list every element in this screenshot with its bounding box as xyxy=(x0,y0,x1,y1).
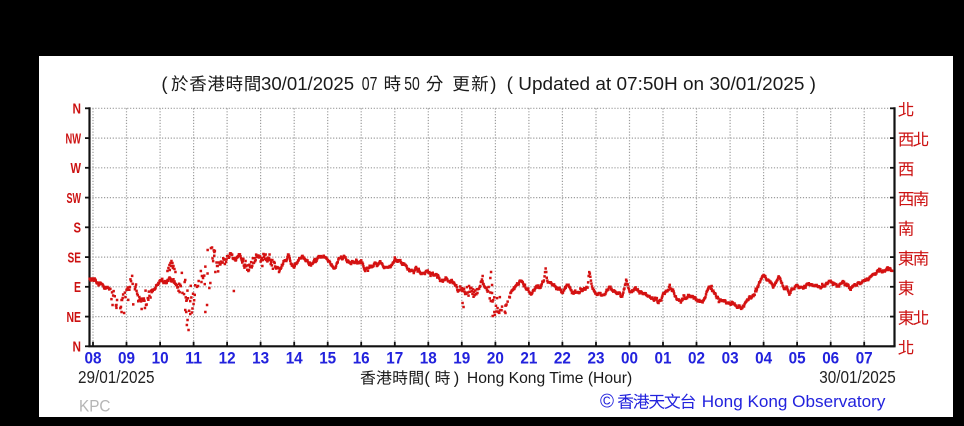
svg-text:05: 05 xyxy=(789,349,806,368)
svg-text:(: ( xyxy=(424,370,430,388)
svg-text:KPC: KPC xyxy=(79,398,111,416)
svg-text:17: 17 xyxy=(386,349,403,368)
svg-text:30/01/2025: 30/01/2025 xyxy=(261,73,354,94)
svg-text:N: N xyxy=(73,101,82,118)
svg-text:10: 10 xyxy=(152,349,169,368)
svg-text:S: S xyxy=(74,220,82,237)
svg-text:): ) xyxy=(490,73,496,94)
svg-text:E: E xyxy=(74,279,81,296)
svg-text:SW: SW xyxy=(67,190,82,207)
svg-text:07: 07 xyxy=(856,349,873,368)
svg-text:22: 22 xyxy=(554,349,571,368)
svg-text:W: W xyxy=(71,160,82,177)
svg-text:Hong Kong Time (Hour): Hong Kong Time (Hour) xyxy=(467,370,632,387)
svg-text:09: 09 xyxy=(118,349,135,368)
svg-text:03: 03 xyxy=(722,349,739,368)
svg-text:13: 13 xyxy=(252,349,269,368)
svg-text:07: 07 xyxy=(362,73,378,94)
svg-text:50: 50 xyxy=(404,73,420,94)
svg-text:20: 20 xyxy=(487,349,504,368)
svg-text:23: 23 xyxy=(588,349,605,368)
svg-text:( Updated at 07:50H on 30/01/2: ( Updated at 07:50H on 30/01/2025 ) xyxy=(507,73,816,94)
svg-text:©: © xyxy=(600,392,614,413)
svg-text:01: 01 xyxy=(655,349,672,368)
svg-text:08: 08 xyxy=(85,349,102,368)
svg-text:12: 12 xyxy=(219,349,236,368)
svg-text:): ) xyxy=(454,370,460,388)
svg-text:SE: SE xyxy=(68,249,82,266)
svg-text:NW: NW xyxy=(66,130,82,147)
svg-text:04: 04 xyxy=(755,349,772,368)
svg-text:11: 11 xyxy=(185,349,202,368)
svg-text:16: 16 xyxy=(353,349,370,368)
svg-text:NE: NE xyxy=(67,309,82,326)
svg-text:06: 06 xyxy=(822,349,839,368)
svg-text:21: 21 xyxy=(520,349,537,368)
svg-text:15: 15 xyxy=(319,349,336,368)
svg-text:19: 19 xyxy=(453,349,470,368)
svg-text:30/01/2025: 30/01/2025 xyxy=(819,367,896,387)
svg-text:18: 18 xyxy=(420,349,437,368)
svg-text:14: 14 xyxy=(286,349,303,368)
svg-text:29/01/2025: 29/01/2025 xyxy=(78,367,155,387)
svg-text:00: 00 xyxy=(621,349,638,368)
svg-text:02: 02 xyxy=(688,349,705,368)
svg-text:N: N xyxy=(73,339,82,356)
svg-text:Hong Kong Observatory: Hong Kong Observatory xyxy=(702,393,887,411)
svg-text:(: ( xyxy=(161,73,168,94)
